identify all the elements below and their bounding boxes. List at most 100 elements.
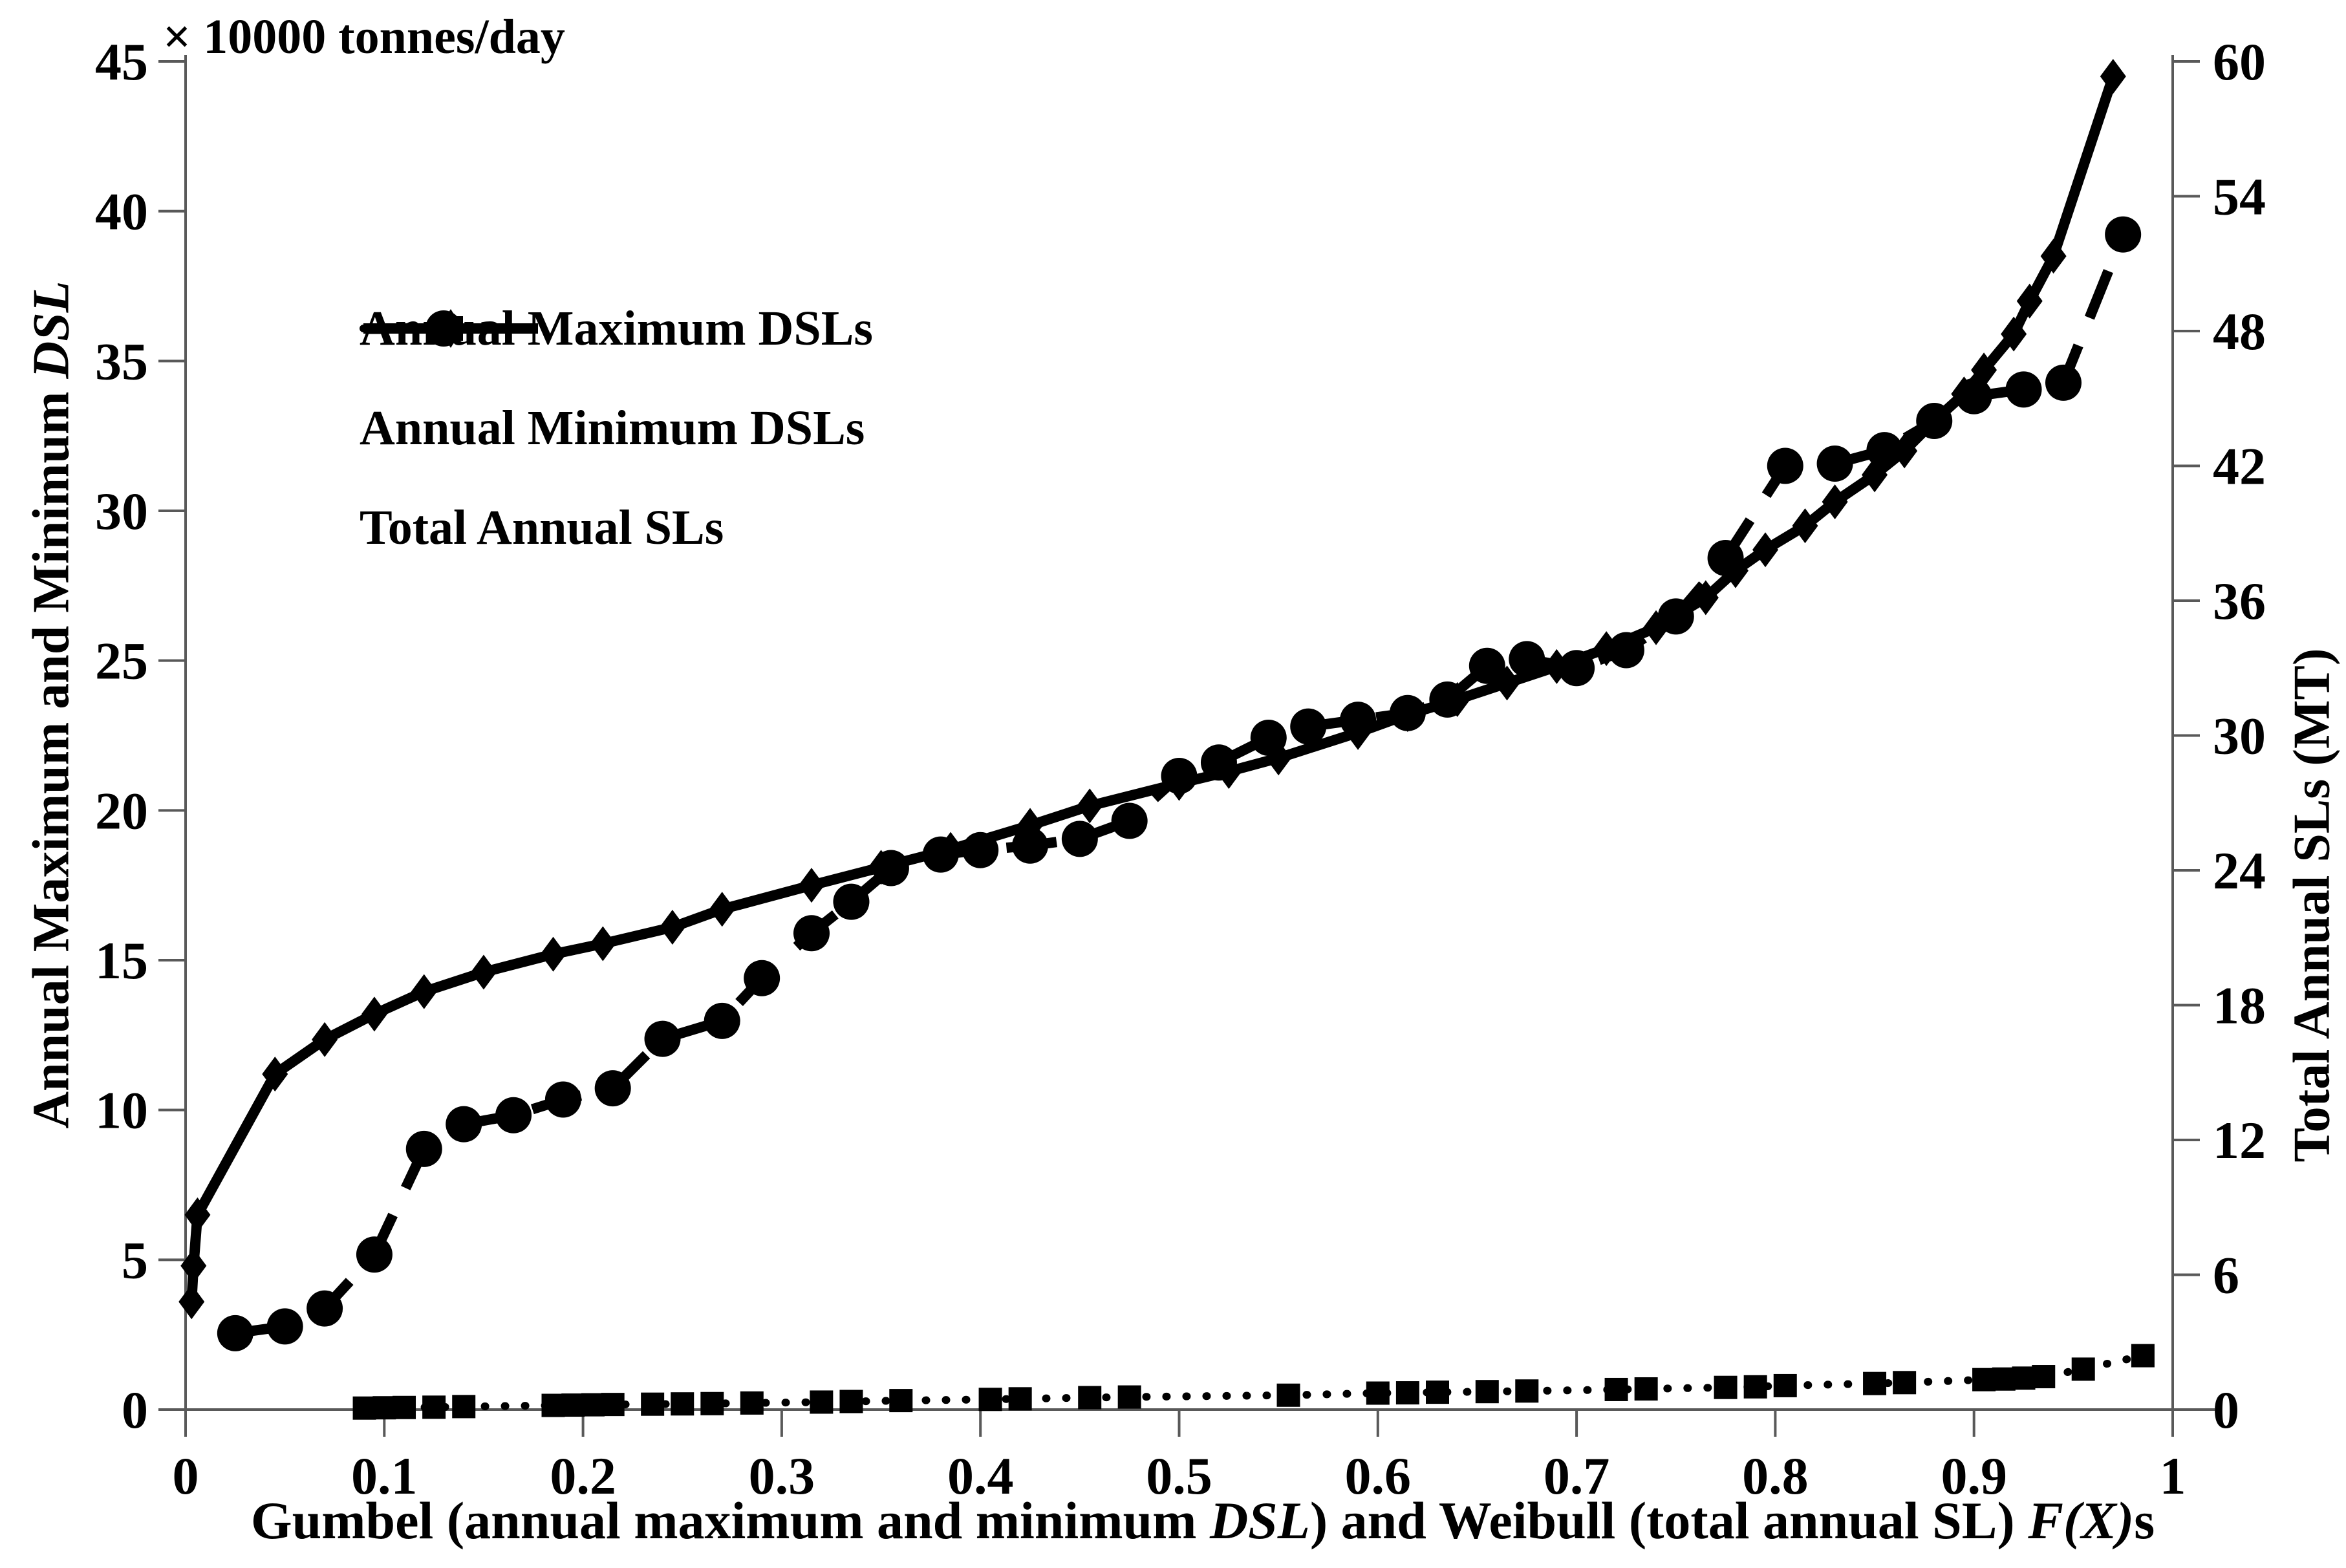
marker-diamond	[2100, 59, 2126, 94]
marker-circle	[962, 832, 999, 868]
marker-circle	[644, 1020, 681, 1057]
marker-square	[889, 1389, 913, 1413]
marker-circle	[1061, 821, 1098, 857]
marker-circle	[356, 1236, 393, 1273]
marker-square	[352, 1396, 376, 1420]
marker-square	[422, 1395, 446, 1419]
marker-diamond	[1822, 484, 1848, 520]
y-right-tick-label: 36	[2213, 572, 2266, 630]
marker-diamond	[2016, 283, 2043, 319]
marker-circle	[405, 1130, 442, 1167]
y-left-tick-label: 40	[95, 182, 148, 241]
marker-square	[839, 1390, 863, 1413]
y-right-tick-label: 12	[2213, 1111, 2266, 1170]
marker-square	[541, 1393, 565, 1417]
marker-square	[1078, 1386, 1102, 1410]
y-left-tick-label: 0	[122, 1380, 148, 1439]
x-tick-label: 0.7	[1544, 1446, 1610, 1505]
marker-circle	[446, 1106, 482, 1143]
marker-diamond	[180, 1248, 207, 1283]
marker-circle	[217, 1315, 253, 1351]
marker-square	[1475, 1380, 1499, 1404]
x-tick-label: 0	[173, 1446, 199, 1505]
y-left-tick-label: 35	[95, 332, 148, 391]
marker-circle	[1469, 647, 1505, 684]
marker-square	[1395, 1381, 1419, 1405]
marker-circle	[704, 1002, 740, 1039]
y-left-axis-title: Annual Maximum and Minimum DSL	[23, 281, 80, 1129]
x-axis-title: Gumbel (annual maximum and minimum DSL) …	[250, 1491, 2155, 1550]
marker-diamond	[590, 926, 616, 961]
marker-circle	[744, 960, 780, 996]
marker-diamond	[178, 1284, 205, 1320]
x-tick-label: 0.9	[1941, 1446, 2007, 1505]
x-tick-label: 0.1	[351, 1446, 418, 1505]
marker-square	[2071, 1357, 2095, 1381]
marker-diamond	[709, 892, 735, 927]
x-tick-label: 0.3	[749, 1446, 815, 1505]
marker-circle	[1509, 641, 1545, 678]
marker-circle	[1916, 403, 1953, 439]
y-left-tick-label: 20	[95, 781, 148, 840]
marker-diamond	[798, 868, 824, 903]
marker-square	[1515, 1379, 1539, 1403]
marker-circle	[544, 1081, 581, 1118]
marker-square	[1008, 1387, 1032, 1411]
marker-square	[601, 1393, 625, 1417]
marker-circle	[1955, 378, 1992, 414]
marker-circle	[1558, 650, 1595, 687]
marker-square	[1425, 1380, 1449, 1404]
marker-diamond	[411, 974, 437, 1009]
y-right-tick-label: 54	[2213, 167, 2266, 226]
marker-circle	[2005, 371, 2042, 408]
x-tick-label: 1	[2160, 1446, 2186, 1505]
marker-diamond	[1752, 532, 1779, 568]
marker-circle	[1389, 694, 1426, 731]
y-right-tick-label: 18	[2213, 976, 2266, 1035]
marker-square	[372, 1396, 396, 1420]
x-tick-label: 0.6	[1345, 1446, 1412, 1505]
marker-diamond	[659, 910, 685, 945]
marker-diamond	[1077, 788, 1103, 824]
y-left-tick-label: 5	[122, 1230, 148, 1289]
marker-circle	[793, 915, 830, 952]
legend-item-total-annual-sls: Total Annual SLs	[360, 310, 873, 555]
marker-square	[2032, 1365, 2056, 1389]
y-left-tick-label: 15	[95, 931, 148, 990]
marker-diamond	[1792, 508, 1818, 544]
marker-diamond	[470, 954, 497, 990]
marker-circle	[266, 1308, 303, 1345]
marker-square	[700, 1391, 724, 1415]
marker-diamond	[540, 936, 566, 972]
legend-label: Annual Minimum DSLs	[360, 401, 865, 455]
marker-circle	[872, 850, 909, 886]
marker-square	[393, 1395, 416, 1419]
marker-square	[1276, 1383, 1300, 1407]
marker-square	[1773, 1373, 1797, 1397]
marker-square	[2131, 1344, 2155, 1368]
legend: Annual Maximum DSLs Annual Minimum DSLs …	[360, 304, 873, 552]
marker-square	[1992, 1367, 2016, 1391]
x-tick-label: 0.8	[1742, 1446, 1809, 1505]
marker-square	[1893, 1371, 1917, 1395]
marker-square	[978, 1388, 1002, 1412]
marker-circle	[2105, 216, 2142, 253]
marker-circle	[1290, 708, 1327, 745]
y-right-tick-label: 60	[2213, 32, 2266, 91]
left-axis-unit-label: × 10000 tonnes/day	[163, 10, 565, 64]
y-left-tick-label: 25	[95, 632, 148, 691]
marker-circle	[1866, 432, 1903, 469]
y-left-tick-label: 30	[95, 482, 148, 541]
marker-diamond	[262, 1057, 288, 1092]
y-right-axis-title: Total Annual SLs (MT)	[2283, 648, 2341, 1163]
marker-circle	[1767, 447, 1803, 484]
marker-square	[452, 1395, 476, 1419]
marker-square	[2012, 1366, 2036, 1390]
marker-square	[810, 1390, 834, 1414]
legend-label: Total Annual SLs	[360, 500, 724, 555]
y-left-tick-label: 10	[95, 1081, 148, 1140]
marker-circle	[2045, 364, 2082, 401]
marker-circle	[1012, 827, 1049, 864]
marker-circle	[1250, 719, 1287, 756]
